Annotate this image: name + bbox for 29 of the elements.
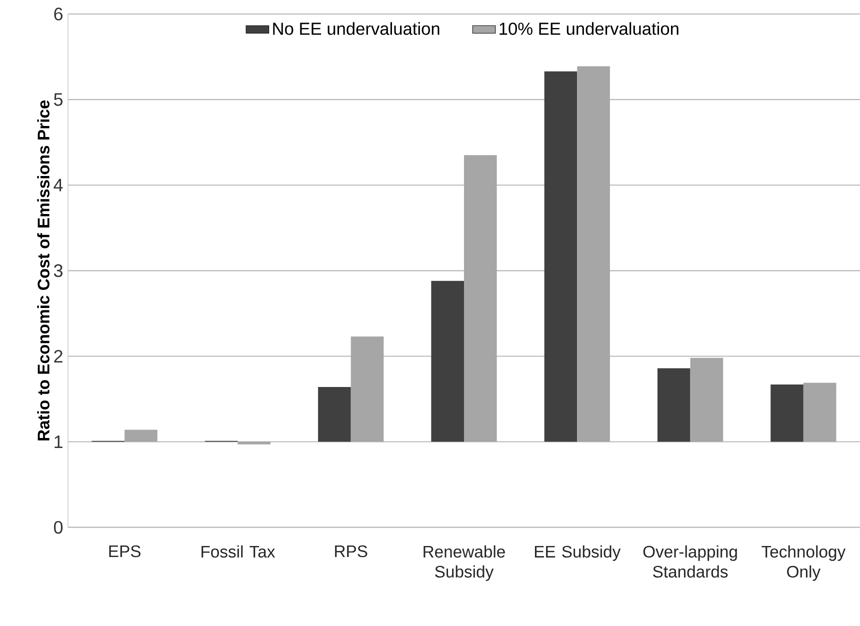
x-tick-label: EE Subsidy bbox=[534, 545, 621, 561]
y-tick-label: 2 bbox=[54, 350, 62, 363]
legend-label: No EE undervaluation bbox=[273, 22, 440, 35]
y-tick-label: 5 bbox=[54, 93, 63, 106]
x-tick-label: Fossil Tax bbox=[202, 545, 276, 558]
x-tick-label: Over-lapping Standards bbox=[643, 545, 737, 578]
y-tick-label: 3 bbox=[54, 264, 63, 278]
y-axis-title: Ratio to Economic Cost of Emissions Price bbox=[37, 100, 50, 440]
bar bbox=[238, 442, 271, 444]
x-tick-label: EPS bbox=[109, 545, 140, 558]
legend-label: 10% EE undervaluation bbox=[500, 22, 678, 35]
bar bbox=[544, 71, 578, 442]
y-tick-label: 0 bbox=[54, 520, 63, 534]
bar bbox=[350, 336, 384, 442]
bar bbox=[657, 368, 690, 442]
y-tick-label: 4 bbox=[54, 178, 63, 192]
bar bbox=[690, 358, 724, 442]
y-tick-label: 1 bbox=[54, 436, 62, 448]
bar bbox=[577, 66, 610, 442]
x-tick-label: Technology Only bbox=[762, 545, 846, 581]
bar bbox=[124, 430, 158, 442]
x-tick-label: RPS bbox=[335, 545, 368, 558]
bar bbox=[318, 387, 351, 442]
x-tick-label: Renewable Subsidy bbox=[424, 545, 505, 581]
bar bbox=[770, 384, 804, 442]
y-tick-label: 6 bbox=[54, 8, 63, 20]
bar bbox=[464, 155, 497, 442]
bar bbox=[431, 280, 464, 442]
bar bbox=[803, 382, 836, 442]
